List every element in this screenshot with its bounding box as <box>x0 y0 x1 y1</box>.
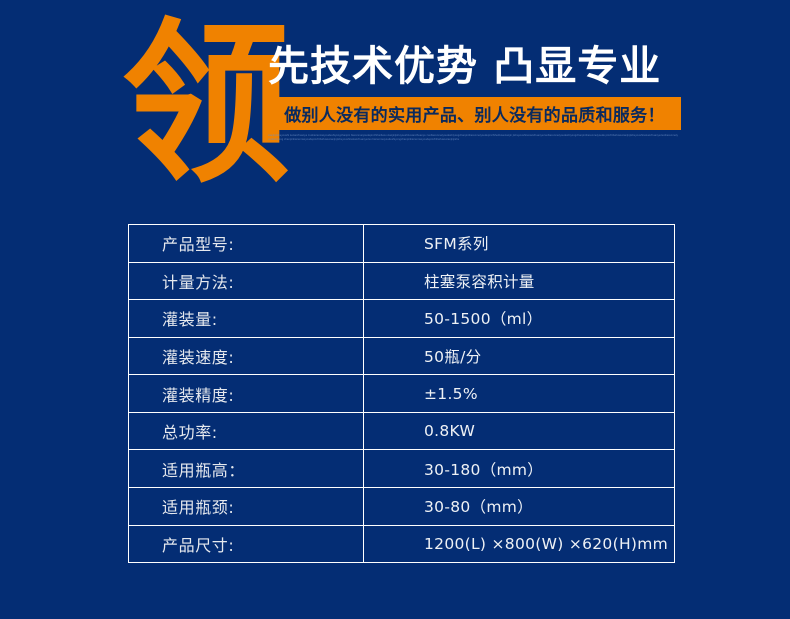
spec-label-cell: 总功率: <box>129 412 364 450</box>
spec-label: 灌装量: <box>162 310 218 330</box>
sub-banner: 做别人没有的实用产品、别人没有的品质和服务！ <box>268 97 681 130</box>
spec-label-cell: 计量方法: <box>129 262 364 300</box>
table-row: 灌装速度: 50瓶/分 <box>129 337 674 376</box>
spec-value-cell: 30-180（mm） <box>364 450 674 487</box>
table-row: 计量方法: 柱塞泵容积计量 <box>129 262 674 301</box>
table-row: 适用瓶颈: 30-80（mm） <box>129 487 674 526</box>
spec-label: 适用瓶高： <box>162 460 246 480</box>
table-row: 灌装精度: ±1.5% <box>129 375 674 413</box>
headline-text: 先技术优势 凸显专业 <box>268 42 662 90</box>
table-row: 产品尺寸: 1200(L) ×800(W) ×620(H)mm <box>129 525 674 563</box>
spec-value-cell: 柱塞泵容积计量 <box>364 263 674 300</box>
spec-label-cell: 适用瓶高： <box>129 450 364 487</box>
spec-label: 总功率: <box>162 423 218 443</box>
spec-value-cell: 50-1500（ml） <box>364 300 674 337</box>
spec-label-cell: 灌装速度: <box>129 337 364 375</box>
spec-label-cell: 灌装量: <box>129 300 364 337</box>
spec-value-cell: 1200(L) ×800(W) ×620(H)mm <box>364 526 674 563</box>
specification-table: 产品型号: SFM系列 计量方法: 柱塞泵容积计量 灌装量: 50-1500（m… <box>128 224 675 563</box>
table-row: 总功率: 0.8KW <box>129 412 674 451</box>
spec-value-cell: SFM系列 <box>364 225 674 262</box>
spec-value: 柱塞泵容积计量 <box>424 272 535 291</box>
spec-label-cell: 产品型号: <box>129 225 364 262</box>
spec-label-cell: 适用瓶颈: <box>129 487 364 525</box>
spec-value: 0.8KW <box>424 422 476 441</box>
spec-value-cell: ±1.5% <box>364 375 674 412</box>
spec-label: 产品尺寸: <box>162 535 235 555</box>
spec-label: 计量方法: <box>162 272 235 292</box>
spec-label: 适用瓶颈: <box>162 498 235 518</box>
spec-value: 50-1500（ml） <box>424 310 543 329</box>
table-row: 适用瓶高： 30-180（mm） <box>129 450 674 488</box>
spec-value-cell: 30-80（mm） <box>364 488 674 525</box>
spec-value: 30-180（mm） <box>424 460 544 479</box>
spec-value: 1200(L) ×800(W) ×620(H)mm <box>424 534 669 553</box>
spec-value: 30-80（mm） <box>424 498 533 517</box>
spec-value: SFM系列 <box>424 235 489 254</box>
spec-label-cell: 产品尺寸: <box>129 525 364 563</box>
spec-label: 产品型号: <box>162 235 235 255</box>
spec-label: 灌装精度: <box>162 385 235 405</box>
spec-value-cell: 0.8KW <box>364 413 674 450</box>
spec-value-cell: 50瓶/分 <box>364 338 674 375</box>
sub-banner-text: 做别人没有的实用产品、别人没有的品质和服务！ <box>284 106 665 126</box>
table-row: 灌装量: 50-1500（ml） <box>129 300 674 338</box>
spec-value: ±1.5% <box>424 384 478 403</box>
brand-big-character: 领 <box>122 2 290 207</box>
table-row: 产品型号: SFM系列 <box>129 225 674 263</box>
spec-value: 50瓶/分 <box>424 347 482 366</box>
decorative-micro-text: xianjinjishuyoushi tuxianzhuanye zuobier… <box>268 134 678 142</box>
promo-header: 领 先技术优势 凸显专业 做别人没有的实用产品、别人没有的品质和服务！ xian… <box>0 0 790 200</box>
spec-label: 灌装速度: <box>162 347 235 367</box>
spec-label-cell: 灌装精度: <box>129 375 364 412</box>
